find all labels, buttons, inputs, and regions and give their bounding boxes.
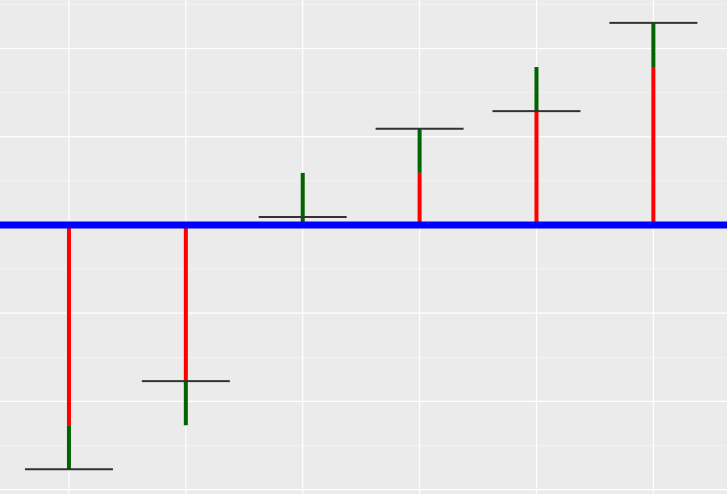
- target-layer: [24, 21, 698, 471]
- bar-layer: [66, 22, 656, 470]
